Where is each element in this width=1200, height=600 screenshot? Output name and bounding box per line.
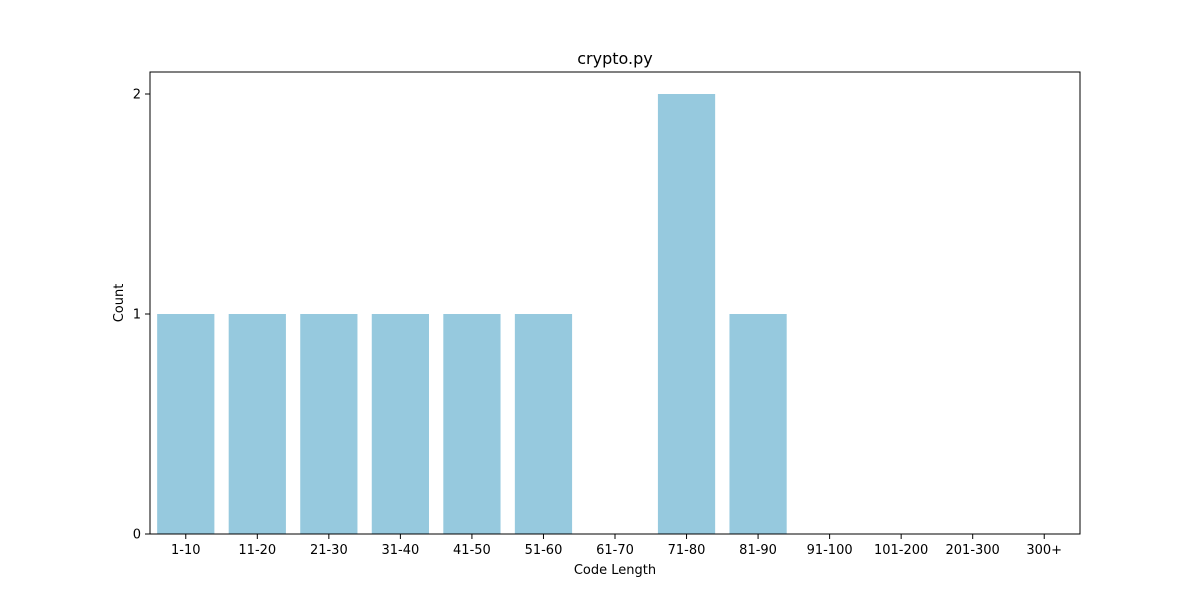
bar-71-80: [657, 94, 716, 534]
x-tick-label: 1-10: [171, 543, 201, 558]
x-tick-label: 11-20: [238, 543, 276, 558]
bar-51-60: [514, 314, 573, 534]
x-tick-label: 21-30: [310, 543, 348, 558]
x-tick-label: 300+: [1026, 543, 1062, 558]
x-tick-label: 31-40: [381, 543, 419, 558]
x-tick-label: 71-80: [668, 543, 706, 558]
x-tick-label: 41-50: [453, 543, 491, 558]
chart-title: crypto.py: [577, 49, 653, 68]
y-axis: 0 1 2: [133, 88, 150, 543]
bar-11-20: [228, 314, 286, 534]
x-tick-label: 81-90: [739, 543, 777, 558]
y-tick-label: 0: [133, 528, 141, 543]
x-tick-label: 91-100: [807, 543, 853, 558]
bar-41-50: [443, 314, 501, 534]
bar-31-40: [371, 314, 429, 534]
bar-81-90: [729, 314, 787, 534]
y-tick-label: 1: [133, 308, 141, 323]
x-tick-label: 51-60: [525, 543, 563, 558]
x-tick-label: 61-70: [596, 543, 634, 558]
bar-21-30: [300, 314, 358, 534]
y-tick-label: 2: [133, 88, 141, 103]
x-axis-label: Code Length: [574, 563, 656, 578]
x-axis: 1-10 11-20 21-30 31-40 41-50 51-60 61-70 71-80 8…: [171, 534, 1062, 558]
y-axis-label: Count: [112, 284, 127, 323]
bar-1-10: [157, 314, 215, 534]
x-tick-label: 201-300: [946, 543, 1000, 558]
x-tick-label: 101-200: [874, 543, 928, 558]
bars-group: [157, 94, 787, 534]
